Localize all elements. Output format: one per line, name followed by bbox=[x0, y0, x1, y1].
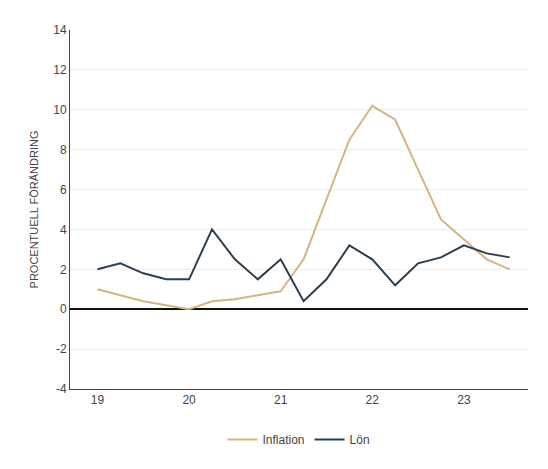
svg-text:PROCENTUELL FÖRÄNDRING: PROCENTUELL FÖRÄNDRING bbox=[28, 131, 40, 289]
svg-text:-4: -4 bbox=[56, 382, 67, 396]
svg-text:10: 10 bbox=[53, 103, 67, 117]
svg-text:0: 0 bbox=[60, 302, 67, 316]
svg-text:21: 21 bbox=[274, 393, 288, 407]
svg-text:20: 20 bbox=[182, 393, 196, 407]
svg-text:6: 6 bbox=[60, 183, 67, 197]
svg-text:12: 12 bbox=[53, 63, 67, 77]
svg-text:14: 14 bbox=[53, 23, 67, 37]
svg-text:Inflation: Inflation bbox=[263, 433, 305, 447]
svg-text:-2: -2 bbox=[56, 342, 67, 356]
svg-text:4: 4 bbox=[60, 223, 67, 237]
svg-text:2: 2 bbox=[60, 263, 67, 277]
svg-text:19: 19 bbox=[91, 393, 105, 407]
svg-text:Lön: Lön bbox=[350, 433, 370, 447]
svg-text:23: 23 bbox=[457, 393, 471, 407]
svg-text:22: 22 bbox=[366, 393, 380, 407]
svg-text:8: 8 bbox=[60, 143, 67, 157]
